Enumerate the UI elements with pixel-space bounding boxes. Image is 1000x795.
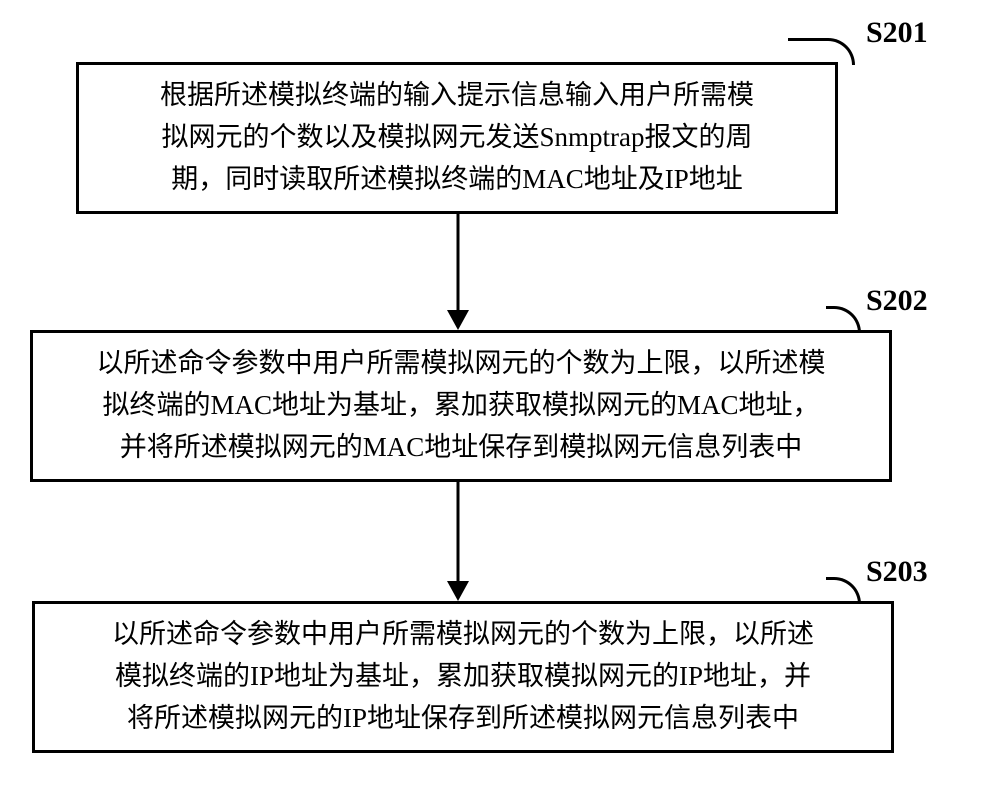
step-s203-text: 以所述命令参数中用户所需模拟网元的个数为上限，以所述模拟终端的IP地址为基址，累…	[112, 614, 814, 740]
step-s203-label: S203	[866, 555, 928, 589]
step-s202-callout	[826, 306, 861, 333]
step-s202-box: 以所述命令参数中用户所需模拟网元的个数为上限，以所述模拟终端的MAC地址为基址，…	[30, 330, 892, 482]
arrow-head-s202-s203	[447, 581, 469, 601]
flowchart-canvas: 根据所述模拟终端的输入提示信息输入用户所需模拟网元的个数以及模拟网元发送Snmp…	[0, 0, 1000, 795]
arrow-s202-s203	[457, 482, 460, 583]
step-s201-box: 根据所述模拟终端的输入提示信息输入用户所需模拟网元的个数以及模拟网元发送Snmp…	[76, 62, 838, 214]
step-s203-box: 以所述命令参数中用户所需模拟网元的个数为上限，以所述模拟终端的IP地址为基址，累…	[32, 601, 894, 753]
step-s203-callout	[826, 577, 861, 604]
step-s201-callout	[788, 38, 855, 65]
step-s202-text: 以所述命令参数中用户所需模拟网元的个数为上限，以所述模拟终端的MAC地址为基址，…	[97, 343, 826, 469]
step-s201-text: 根据所述模拟终端的输入提示信息输入用户所需模拟网元的个数以及模拟网元发送Snmp…	[160, 75, 754, 201]
arrow-s201-s202	[457, 214, 460, 312]
step-s201-label: S201	[866, 16, 928, 50]
step-s202-label: S202	[866, 284, 928, 318]
arrow-head-s201-s202	[447, 310, 469, 330]
